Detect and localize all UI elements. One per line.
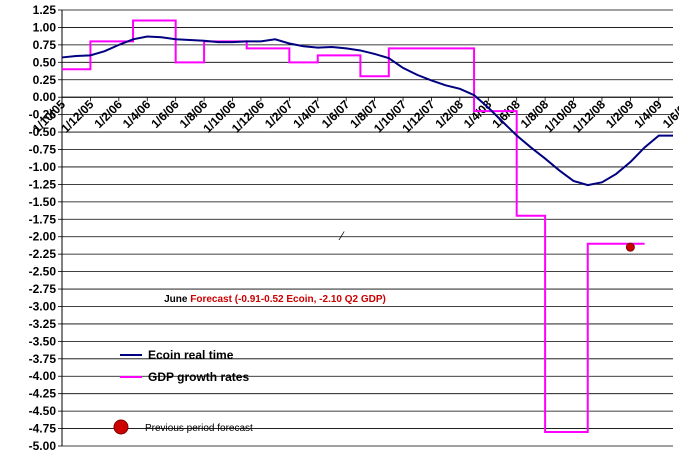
y-tick-label: -0.50: [29, 125, 57, 139]
legend-label-ecoin: Ecoin real time: [148, 348, 234, 362]
legend-label-gdp: GDP growth rates: [148, 370, 249, 384]
y-tick-label: 0.75: [33, 38, 57, 52]
y-tick-label: -1.00: [29, 160, 57, 174]
series-line-gdp: [62, 19, 645, 434]
y-tick-label: -1.50: [29, 195, 57, 209]
annotation-forecast: Forecast (-0.91-0.52 Ecoin, -2.10 Q2 GDP…: [190, 294, 386, 305]
annotation-text: June Forecast (-0.91-0.52 Ecoin, -2.10 Q…: [164, 294, 386, 305]
y-tick-label: -2.25: [29, 247, 57, 261]
legend-marker-forecast: [113, 419, 129, 435]
y-tick-label: -2.00: [29, 230, 57, 244]
y-tick-label: 0.00: [33, 90, 57, 104]
y-tick-label: 0.50: [33, 55, 57, 69]
legend-label-forecast: Previous period forecast: [145, 423, 253, 434]
y-tick-label: 1.00: [33, 20, 57, 34]
y-tick-label: -5.00: [29, 439, 57, 453]
series-line-ecoin: [61, 35, 673, 187]
y-tick-label: -4.50: [29, 404, 57, 418]
y-tick-label: -2.50: [29, 265, 57, 279]
annotation: June Forecast (-0.91-0.52 Ecoin, -2.10 Q…: [164, 294, 386, 305]
series-group: [61, 19, 673, 434]
legend: Ecoin real time GDP growth rates Previou…: [113, 348, 253, 435]
y-tick-label: -3.25: [29, 317, 57, 331]
y-tick-label: -2.75: [29, 282, 57, 296]
y-axis: 1.25 1.00 0.75 0.50 0.25 0.00 -0.25 -0.50 -0.75 -…: [29, 3, 63, 453]
y-tick-label: -4.75: [29, 422, 57, 436]
y-tick-label: -0.75: [29, 143, 57, 157]
stray-mark: ⁄: [338, 229, 345, 243]
y-tick-label: -3.50: [29, 334, 57, 348]
y-tick-label: -4.00: [29, 369, 57, 383]
y-tick-label: -0.25: [29, 108, 57, 122]
annotation-prefix: June: [164, 294, 190, 305]
y-tick-label: -3.00: [29, 299, 57, 313]
y-tick-label: -4.25: [29, 387, 57, 401]
y-tick-label: -3.75: [29, 352, 57, 366]
y-tick-label: 0.25: [33, 73, 57, 87]
forecast-point: [625, 242, 635, 252]
y-tick-label: -1.25: [29, 177, 57, 191]
y-tick-label: -1.75: [29, 212, 57, 226]
y-tick-label: 1.25: [33, 3, 57, 17]
